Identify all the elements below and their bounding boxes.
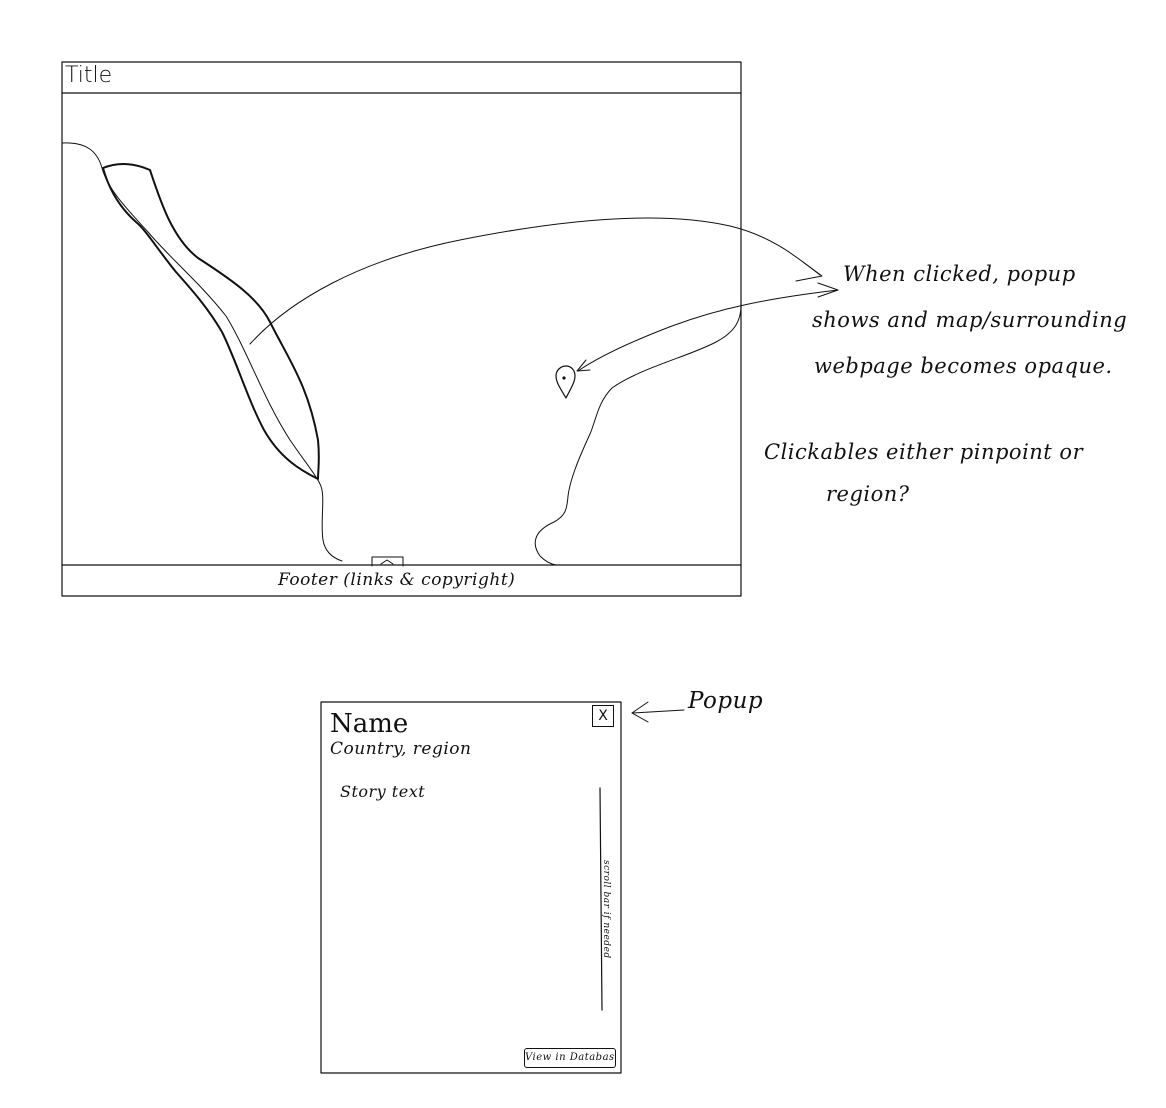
clickable-region[interactable] (102, 163, 320, 480)
page-footer: Footer (links & copyright) (278, 570, 516, 590)
popup-story-text: Story text (340, 782, 426, 801)
popup-name: Name (330, 709, 409, 739)
arrow-icon (817, 282, 839, 298)
expand-chevron-icon[interactable] (371, 556, 404, 567)
pin-arrow-line (577, 289, 839, 372)
popup-pointer-line (631, 709, 685, 714)
map-coastline-right (534, 301, 742, 566)
annotation-popup-label: Popup (688, 688, 764, 714)
close-icon[interactable]: X (592, 705, 614, 727)
scroll-note: scroll bar if needed (601, 860, 611, 959)
annotation-popup-line-3: webpage becomes opaque. (814, 354, 1113, 378)
popup-scrollbar[interactable] (599, 787, 603, 1011)
annotation-popup-line-1: When clicked, popup (843, 262, 1076, 286)
map-coastline-left (61, 142, 343, 562)
arrow-icon (576, 359, 591, 372)
annotation-clickables-line-1: Clickables either pinpoint or (764, 440, 1084, 464)
page-frame (61, 61, 742, 597)
popup-subtitle: Country, region (330, 739, 472, 759)
arrow-icon (631, 701, 649, 723)
region-arrow-line (249, 217, 821, 345)
annotation-popup-line-2: shows and map/surrounding (812, 308, 1128, 332)
annotation-clickables-line-2: region? (826, 482, 910, 506)
popup-frame (320, 701, 622, 1074)
arrow-icon (795, 261, 823, 282)
map-pin-icon[interactable] (555, 365, 576, 399)
view-in-database-button[interactable]: View in Database (524, 1048, 616, 1068)
page-title: Title (65, 63, 113, 88)
